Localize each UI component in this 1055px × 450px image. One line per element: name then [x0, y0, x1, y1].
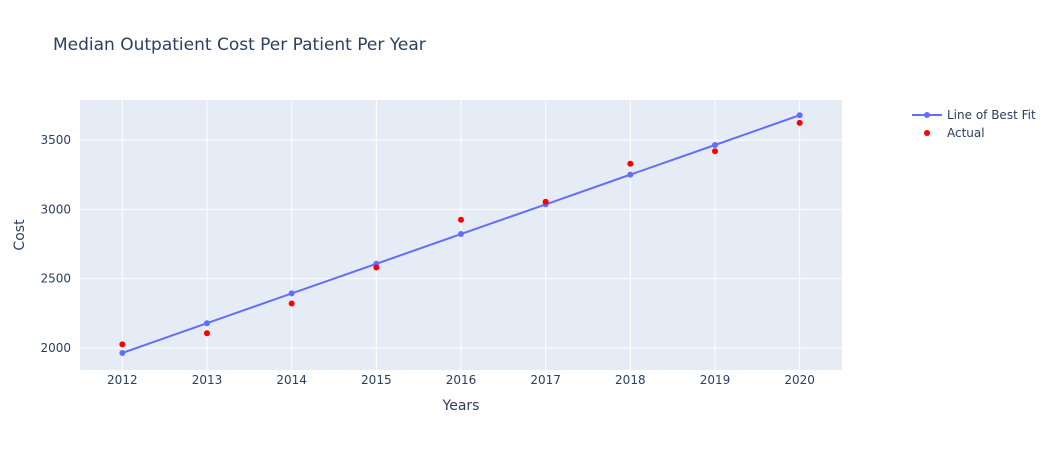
- actual-point[interactable]: [458, 216, 464, 223]
- chart-title: Median Outpatient Cost Per Patient Per Y…: [53, 35, 426, 55]
- x-tick-label: 2014: [276, 373, 307, 387]
- actual-point[interactable]: [627, 160, 634, 167]
- y-axis-title: Cost: [12, 219, 28, 251]
- actual-point[interactable]: [712, 148, 718, 155]
- best-fit-point[interactable]: [119, 349, 126, 356]
- y-gridlines: [80, 139, 842, 349]
- y-tick-label: 2500: [40, 272, 71, 286]
- x-tick-label: 2015: [361, 373, 392, 387]
- legend[interactable]: Line of Best Fit Actual: [912, 108, 1036, 140]
- x-tick-label: 2013: [192, 373, 223, 387]
- x-tick-label: 2017: [530, 373, 561, 387]
- legend-label-actual: Actual: [947, 126, 985, 140]
- x-tick-label: 2019: [700, 373, 731, 387]
- x-axis-title: Years: [442, 398, 480, 414]
- actual-point[interactable]: [796, 119, 803, 126]
- y-tick-label: 2000: [40, 341, 71, 355]
- x-tick-label: 2016: [446, 373, 477, 387]
- best-fit-point[interactable]: [204, 320, 210, 327]
- actual-point[interactable]: [542, 198, 549, 205]
- actual-point[interactable]: [119, 341, 126, 348]
- best-fit-point[interactable]: [796, 112, 803, 119]
- legend-marker-swatch: [924, 112, 930, 118]
- x-tick-label: 2012: [107, 373, 138, 387]
- best-fit-point[interactable]: [288, 290, 295, 297]
- best-fit-point[interactable]: [458, 231, 464, 238]
- legend-label-line-of-best-fit: Line of Best Fit: [947, 108, 1036, 122]
- legend-item-line-of-best-fit[interactable]: Line of Best Fit: [912, 108, 1036, 122]
- y-tick-label: 3500: [40, 133, 71, 147]
- best-fit-point[interactable]: [712, 142, 718, 148]
- x-tick-label: 2018: [615, 373, 646, 387]
- actual-point[interactable]: [204, 330, 210, 337]
- series-layer: [119, 112, 803, 356]
- best-fit-point[interactable]: [627, 171, 634, 178]
- actual-point[interactable]: [288, 300, 295, 307]
- x-tick-labels: 2012 2013 2014 2015 2016 2017 2018 2019 2020: [107, 373, 815, 387]
- y-tick-label: 3000: [40, 202, 71, 216]
- actual-point[interactable]: [373, 264, 380, 271]
- y-tick-labels: 2000 2500 3000 3500: [40, 133, 71, 355]
- legend-marker-swatch: [924, 130, 930, 136]
- x-tick-label: 2020: [784, 373, 815, 387]
- legend-item-actual[interactable]: Actual: [924, 126, 985, 140]
